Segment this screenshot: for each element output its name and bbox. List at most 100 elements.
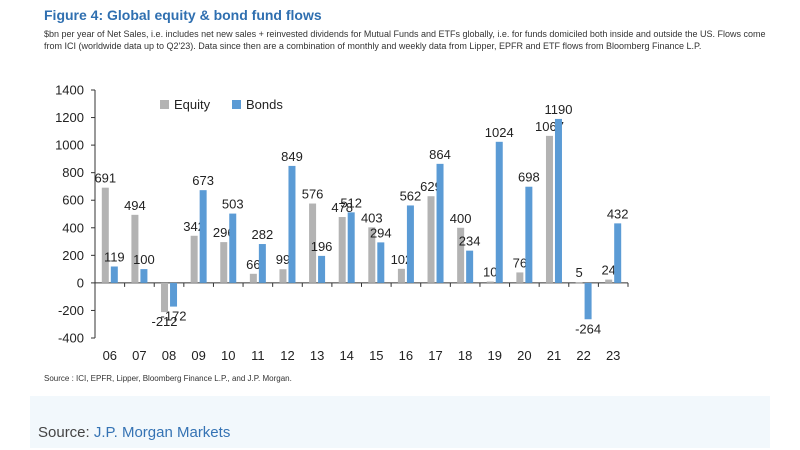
equity-bar [545,135,553,283]
bonds-bar [318,255,326,283]
y-tick-label: 1400 [55,83,84,98]
bonds-bar [436,163,444,283]
equity-data-label: 478 [331,200,353,215]
bonds-bar [525,186,533,283]
bonds-bar [140,269,148,283]
bonds-bar [229,213,237,283]
x-tick-label: 08 [162,348,176,363]
source-line: Source: J.P. Morgan Markets [38,424,230,441]
legend-bonds-label: Bonds [246,97,283,112]
x-tick-label: 12 [280,348,294,363]
equity-bar [249,273,257,283]
equity-data-label: 691 [94,171,116,186]
x-tick-label: 06 [103,348,117,363]
x-tick-label: 16 [399,348,413,363]
equity-bar [338,217,346,283]
bonds-data-label: 1190 [544,102,572,117]
bonds-bar [584,282,592,320]
y-tick-label: 1000 [55,138,84,153]
bonds-bar [466,250,474,283]
bonds-data-label: 698 [518,170,540,185]
bonds-data-label: 1024 [485,125,514,140]
bonds-bar [258,244,266,283]
bonds-data-label: 119 [104,249,125,264]
y-tick-label: 800 [62,165,84,180]
equity-data-label: 76 [513,255,527,270]
bonds-bar [377,242,385,283]
x-tick-label: 14 [339,348,353,363]
source-prefix: Source: [38,424,94,441]
equity-data-label: 99 [276,252,290,267]
bonds-data-label: 849 [281,149,303,164]
figure-source-note: Source : ICI, EPFR, Lipper, Bloomberg Fi… [44,374,292,383]
equity-data-label: 10 [483,265,497,280]
equity-data-label: -212 [152,314,178,329]
equity-data-label: 400 [450,211,472,226]
x-tick-label: 07 [132,348,146,363]
equity-bar [220,242,228,283]
equity-bar [605,279,613,283]
equity-bar [575,282,583,284]
figure-subtitle: $bn per year of Net Sales, i.e. includes… [44,29,766,51]
bonds-bar [614,223,622,283]
equity-data-label: 576 [302,187,324,202]
equity-bar [309,203,317,283]
x-tick-label: 20 [517,348,531,363]
figure-title: Figure 4: Global equity & bond fund flow… [44,7,322,23]
bonds-bar [554,118,562,283]
equity-bar [279,269,287,283]
equity-bar [457,227,465,283]
bonds-data-label: -264 [575,321,601,336]
bonds-data-label: 100 [133,252,155,267]
equity-bar [190,235,198,283]
x-tick-label: 18 [458,348,472,363]
y-tick-label: -400 [58,331,84,346]
bonds-bar [110,266,118,283]
y-tick-label: 1200 [55,110,84,125]
equity-data-label: 66 [246,257,260,272]
bonds-data-label: 512 [340,195,362,210]
bonds-data-label: 432 [607,206,629,221]
x-tick-label: 17 [428,348,442,363]
bonds-data-label: 864 [429,147,451,162]
bonds-data-label: 282 [252,227,274,242]
x-tick-label: 09 [191,348,205,363]
x-tick-label: 11 [251,348,265,363]
equity-data-label: 342 [183,219,205,234]
equity-data-label: 296 [213,225,235,240]
equity-data-label: 24 [601,263,615,278]
bonds-data-label: 234 [459,234,481,249]
y-tick-label: 200 [62,248,84,263]
bonds-data-label: 503 [222,197,244,212]
legend-equity-label: Equity [174,97,211,112]
equity-bar [427,196,435,283]
source-link[interactable]: J.P. Morgan Markets [93,424,231,441]
equity-bar [516,272,524,283]
equity-bar [161,282,169,313]
equity-bar [368,227,376,283]
equity-data-label: 494 [124,198,146,213]
equity-bar [397,268,405,283]
equity-bar [131,214,139,283]
x-tick-label: 22 [576,348,590,363]
bonds-bar [347,212,355,283]
equity-data-label: 5 [575,265,582,280]
bonds-data-label: 294 [370,225,392,240]
y-tick-label: -200 [58,303,84,318]
legend-bonds-swatch [232,100,241,109]
bonds-bar [495,141,503,283]
equity-data-label: 629 [420,179,442,194]
source-footer: Source: J.P. Morgan Markets [30,396,770,448]
bonds-bar [406,205,414,283]
x-tick-label: 15 [369,348,383,363]
bonds-data-label: 196 [311,239,333,254]
legend-equity-swatch [160,100,169,109]
x-tick-label: 10 [221,348,235,363]
y-tick-label: 400 [62,220,84,235]
bonds-bar [170,282,178,307]
equity-data-label: 403 [361,210,383,225]
y-tick-label: 600 [62,193,84,208]
x-tick-label: 23 [606,348,620,363]
x-tick-label: 21 [547,348,561,363]
